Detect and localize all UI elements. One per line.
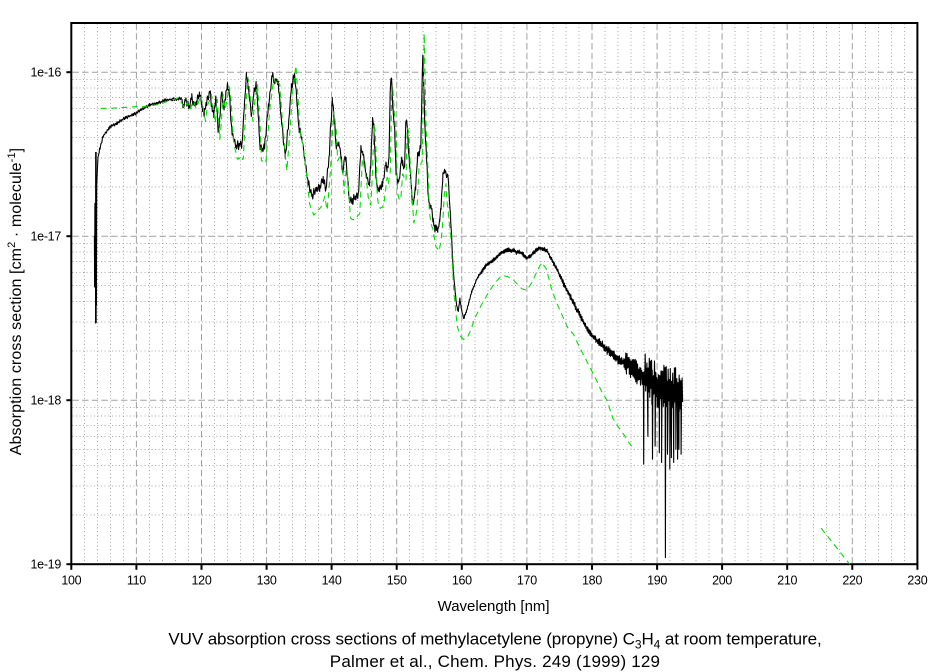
svg-text:110: 110 [127, 574, 146, 588]
svg-text:160: 160 [452, 574, 472, 588]
svg-text:100: 100 [61, 574, 81, 588]
svg-text:1e-19: 1e-19 [31, 558, 62, 572]
svg-text:230: 230 [907, 574, 927, 588]
svg-text:200: 200 [712, 574, 732, 588]
svg-text:VUV absorption cross sections: VUV absorption cross sections of methyla… [168, 630, 821, 652]
svg-text:Absorption cross section [cm2: Absorption cross section [cm2 · molecule… [6, 148, 25, 455]
svg-text:210: 210 [777, 574, 797, 588]
svg-text:Wavelength [nm]: Wavelength [nm] [438, 598, 550, 615]
svg-text:150: 150 [387, 574, 407, 588]
svg-text:180: 180 [582, 574, 602, 588]
svg-text:1e-16: 1e-16 [31, 66, 62, 80]
svg-text:120: 120 [192, 574, 212, 588]
svg-text:170: 170 [517, 574, 537, 588]
svg-text:130: 130 [257, 574, 277, 588]
svg-text:1e-18: 1e-18 [31, 394, 62, 408]
svg-text:190: 190 [647, 574, 667, 588]
svg-text:Palmer et al., Chem. Phys. 249: Palmer et al., Chem. Phys. 249 (1999) 12… [330, 652, 660, 671]
svg-text:140: 140 [322, 574, 342, 588]
svg-text:220: 220 [842, 574, 862, 588]
svg-text:1e-17: 1e-17 [31, 230, 62, 244]
